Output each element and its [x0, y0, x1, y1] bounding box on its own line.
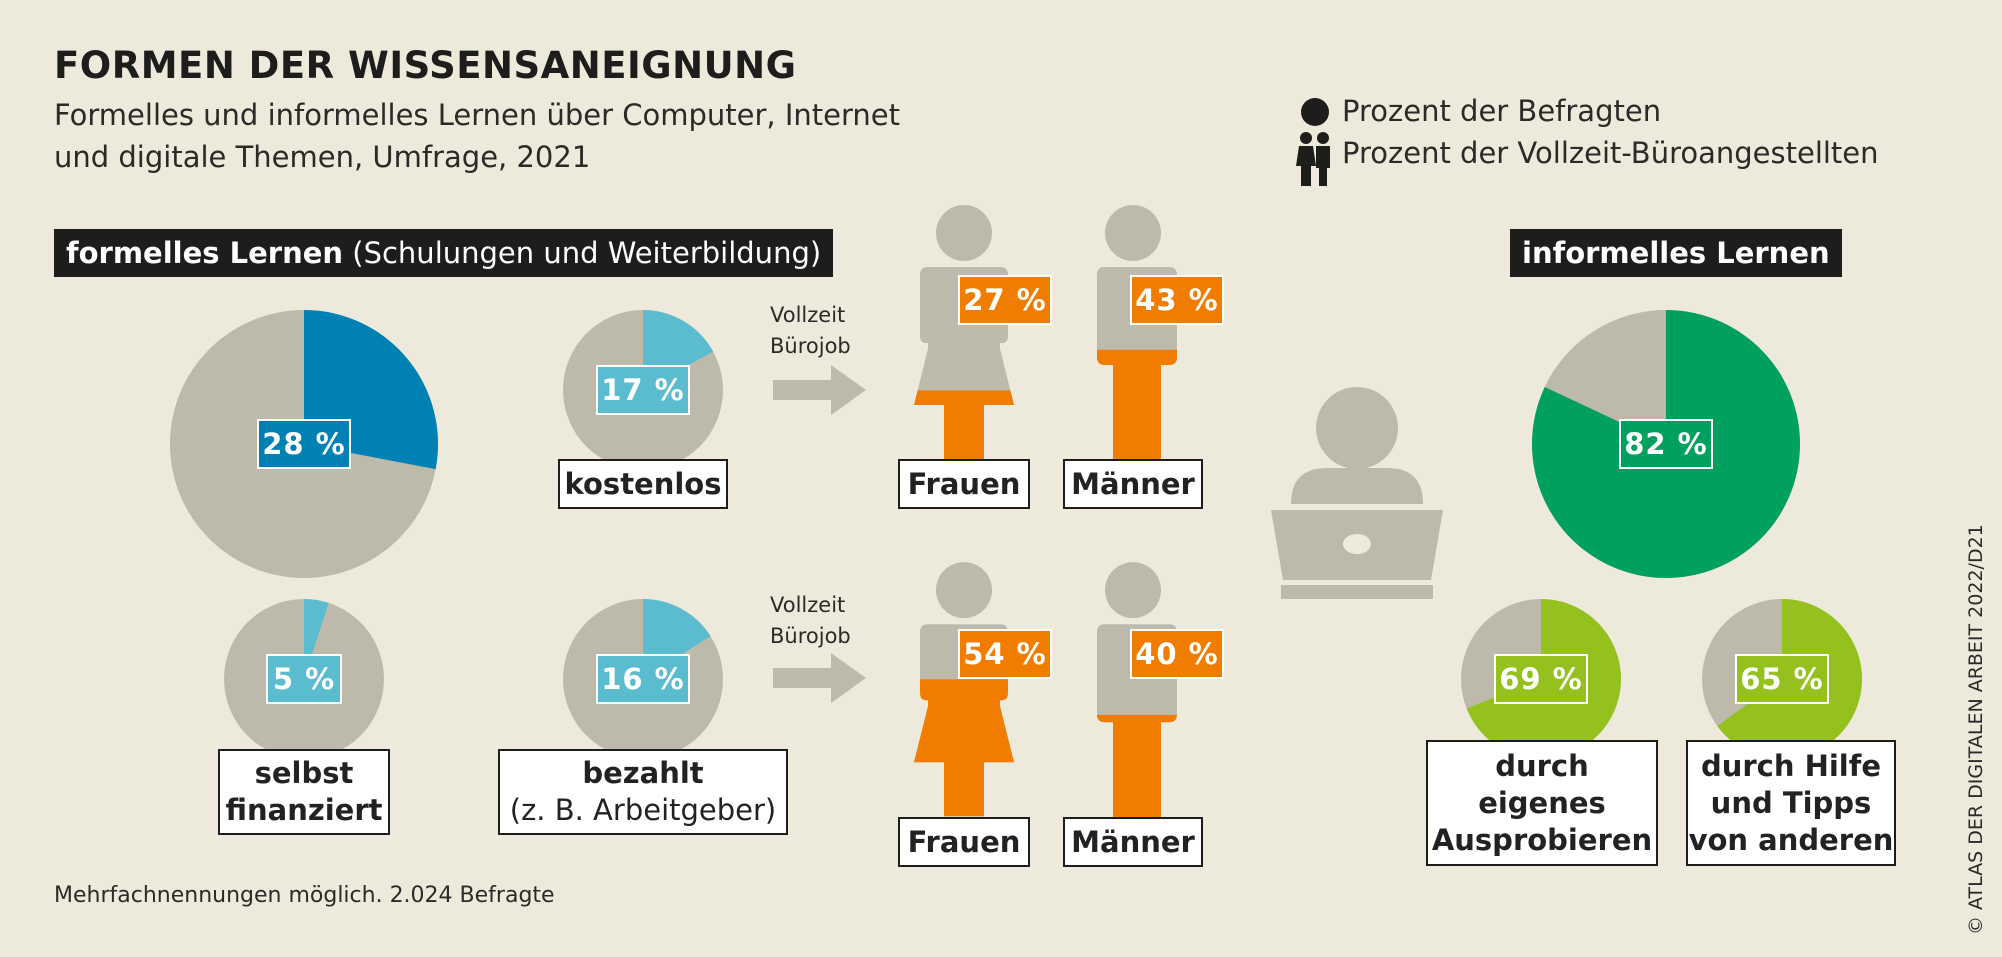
legend-people-label: Prozent der Vollzeit-Büroangestellten: [1342, 136, 1879, 170]
arrow-text-top-line2: Bürojob: [770, 334, 851, 358]
box-hilfe-tipps: durch Hilfe und Tipps von anderen: [1686, 740, 1896, 866]
box-frauen-top: Frauen: [898, 459, 1030, 509]
box-hilfe-line2: und Tipps: [1710, 785, 1872, 820]
pie-label-bezahlt: 16 %: [596, 654, 690, 704]
box-hilfe-line3: von anderen: [1688, 822, 1894, 857]
box-eigen-line1: durch: [1495, 748, 1589, 783]
pie-label-gesamt: 28 %: [257, 419, 351, 469]
box-frauen-bottom: Frauen: [898, 817, 1030, 867]
box-frauen-top-text: Frauen: [907, 466, 1021, 501]
person-label-maenner-bezahlt: 40 %: [1130, 629, 1224, 679]
footnote: Mehrfachnennungen möglich. 2.024 Befragt…: [54, 883, 555, 908]
box-eigen-line2: eigenes: [1478, 785, 1606, 820]
box-eigen-line3: Ausprobieren: [1431, 822, 1653, 857]
box-maenner-top: Männer: [1063, 459, 1203, 509]
box-selbst-finanziert: selbst finanziert: [218, 749, 390, 835]
laptop-user-icon: [1271, 387, 1443, 599]
section-formal-bold: formelles Lernen: [66, 236, 344, 270]
box-bezahlt-line2: (z. B. Arbeitgeber): [509, 793, 777, 827]
subtitle-line-1: Formelles und informelles Lernen über Co…: [54, 98, 900, 132]
pie-label-hilfe: 65 %: [1735, 654, 1829, 704]
legend-people-icon: [1296, 132, 1330, 186]
pie-label-eigen: 69 %: [1494, 654, 1588, 704]
legend-dot-icon: [1301, 98, 1329, 126]
person-frauen-bezahlt: [914, 562, 1014, 817]
arrow-text-top-line1: Vollzeit: [770, 303, 846, 327]
page-title: FORMEN DER WISSENSANEIGNUNG: [54, 44, 797, 87]
person-frauen-kostenlos-fill: [914, 390, 1014, 459]
box-selbst-line2: finanziert: [225, 793, 383, 827]
box-maenner-bottom: Männer: [1063, 817, 1203, 867]
box-maenner-bottom-text: Männer: [1071, 824, 1195, 859]
box-hilfe-line1: durch Hilfe: [1700, 748, 1882, 783]
box-selbst-line1: selbst: [254, 756, 354, 790]
box-frauen-bottom-text: Frauen: [907, 824, 1021, 859]
subtitle-line-2: und digitale Themen, Umfrage, 2021: [54, 140, 591, 174]
arrow-text-bottom-line1: Vollzeit: [770, 593, 846, 617]
arrow-text-bottom-line2: Bürojob: [770, 624, 851, 648]
pie-label-selbst: 5 %: [266, 654, 342, 704]
legend-dot-label: Prozent der Befragten: [1342, 94, 1662, 128]
person-label-frauen-kostenlos: 27 %: [958, 275, 1052, 325]
box-kostenlos: kostenlos: [558, 459, 728, 509]
arrow-text-bottom: Vollzeit Bürojob: [770, 590, 851, 652]
pie-label-informal: 82 %: [1619, 419, 1713, 469]
page-subtitle: Formelles und informelles Lernen über Co…: [54, 94, 954, 178]
arrow-text-top: Vollzeit Bürojob: [770, 300, 851, 362]
arrow-icon-bottom: [773, 653, 866, 703]
arrow-icon-top: [773, 365, 866, 415]
box-maenner-top-text: Männer: [1071, 466, 1195, 501]
section-header-informal: informelles Lernen: [1510, 229, 1842, 277]
person-label-maenner-kostenlos: 43 %: [1130, 275, 1224, 325]
person-maenner-bezahlt-fill: [1097, 715, 1177, 817]
box-kostenlos-text: kostenlos: [564, 466, 722, 501]
box-eigenes-ausprobieren: durch eigenes Ausprobieren: [1426, 740, 1658, 866]
person-maenner-kostenlos: [1097, 205, 1177, 469]
box-bezahlt: bezahlt (z. B. Arbeitgeber): [498, 749, 788, 835]
source-credit: © ATLAS DER DIGITALEN ARBEIT 2022/D21: [1965, 524, 1987, 935]
laptop-logo: [1343, 534, 1371, 554]
person-label-frauen-bezahlt: 54 %: [958, 629, 1052, 679]
section-header-formal: formelles Lernen (Schulungen und Weiterb…: [54, 229, 834, 277]
box-bezahlt-line1: bezahlt: [582, 756, 704, 790]
person-maenner-kostenlos-fill: [1097, 349, 1177, 459]
person-frauen-kostenlos: [914, 205, 1014, 459]
pie-label-kostenlos: 17 %: [596, 365, 690, 415]
person-maenner-bezahlt: [1097, 562, 1177, 827]
section-formal-rest: (Schulungen und Weiterbildung): [352, 236, 822, 270]
person-frauen-bezahlt-fill: [914, 679, 1014, 817]
